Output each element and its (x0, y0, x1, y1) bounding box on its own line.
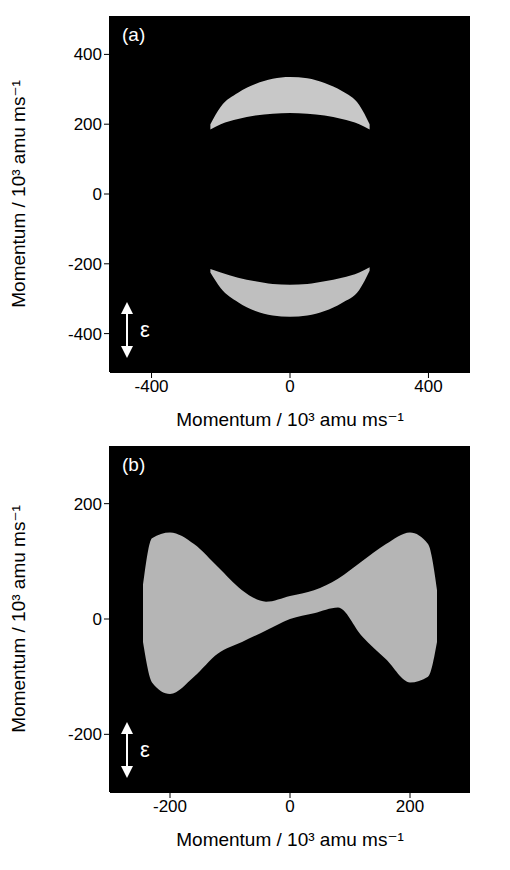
svg-text:200: 200 (74, 495, 102, 514)
html-text:(a): (a) (122, 24, 146, 45)
svg-text:-200: -200 (68, 725, 102, 744)
svg-text:0: 0 (285, 797, 294, 816)
svg-text:-200: -200 (68, 255, 102, 274)
svg-text:0: 0 (93, 610, 102, 629)
svg-text:Momentum / 10³ amu ms⁻¹: Momentum / 10³ amu ms⁻¹ (176, 409, 404, 430)
svg-text:0: 0 (93, 185, 102, 204)
svg-text:400: 400 (414, 377, 442, 396)
svg-text:0: 0 (285, 377, 294, 396)
svg-text:Momentum / 10³ amu ms⁻¹: Momentum / 10³ amu ms⁻¹ (176, 829, 404, 850)
svg-text:200: 200 (74, 115, 102, 134)
svg-text:Momentum / 10³ amu ms⁻¹: Momentum / 10³ amu ms⁻¹ (8, 80, 29, 308)
html-text:(b): (b) (122, 454, 146, 475)
svg-text:400: 400 (74, 45, 102, 64)
html-text:ε: ε (140, 317, 150, 342)
svg-text:200: 200 (396, 797, 424, 816)
svg-text:-400: -400 (135, 377, 169, 396)
svg-text:-200: -200 (153, 797, 187, 816)
svg-text:Momentum / 10³ amu ms⁻¹: Momentum / 10³ amu ms⁻¹ (8, 505, 29, 733)
svg-text:-400: -400 (68, 325, 102, 344)
html-text:ε: ε (140, 737, 150, 762)
